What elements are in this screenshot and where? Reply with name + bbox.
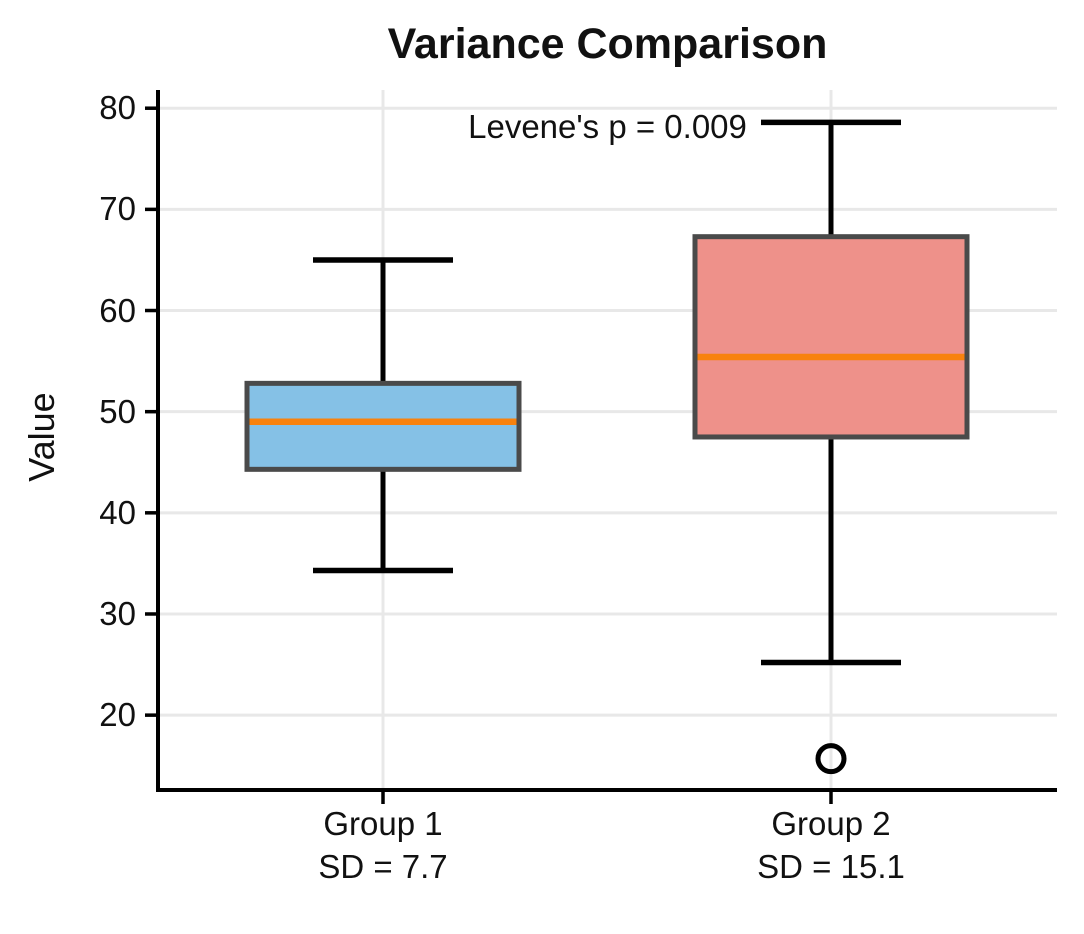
y-tick-label-40: 40 xyxy=(99,493,136,531)
y-tick-label-60: 60 xyxy=(99,291,136,329)
y-tick-label-50: 50 xyxy=(99,392,136,430)
y-tick-label-80: 80 xyxy=(99,89,136,127)
group-2-outlier-marker xyxy=(815,743,847,775)
x-tick-label-group-2: Group 2 SD = 15.1 xyxy=(631,802,1031,888)
y-tick-label-30: 30 xyxy=(99,594,136,632)
group-2-box[interactable] xyxy=(692,234,970,440)
group-1-box[interactable] xyxy=(244,380,522,472)
group-1-sd-label: SD = 7.7 xyxy=(318,848,448,885)
chart-title: Variance Comparison xyxy=(387,20,828,68)
levene-p-annotation: Levene's p = 0.009 xyxy=(468,108,747,145)
group-2-sd-label: SD = 15.1 xyxy=(757,848,905,885)
group-2-name: Group 2 xyxy=(771,805,891,842)
y-tick-label-20: 20 xyxy=(99,696,136,734)
y-tick-label-70: 70 xyxy=(99,190,136,228)
group-1-name: Group 1 xyxy=(323,805,443,842)
x-tick-label-group-1: Group 1 SD = 7.7 xyxy=(183,802,583,888)
